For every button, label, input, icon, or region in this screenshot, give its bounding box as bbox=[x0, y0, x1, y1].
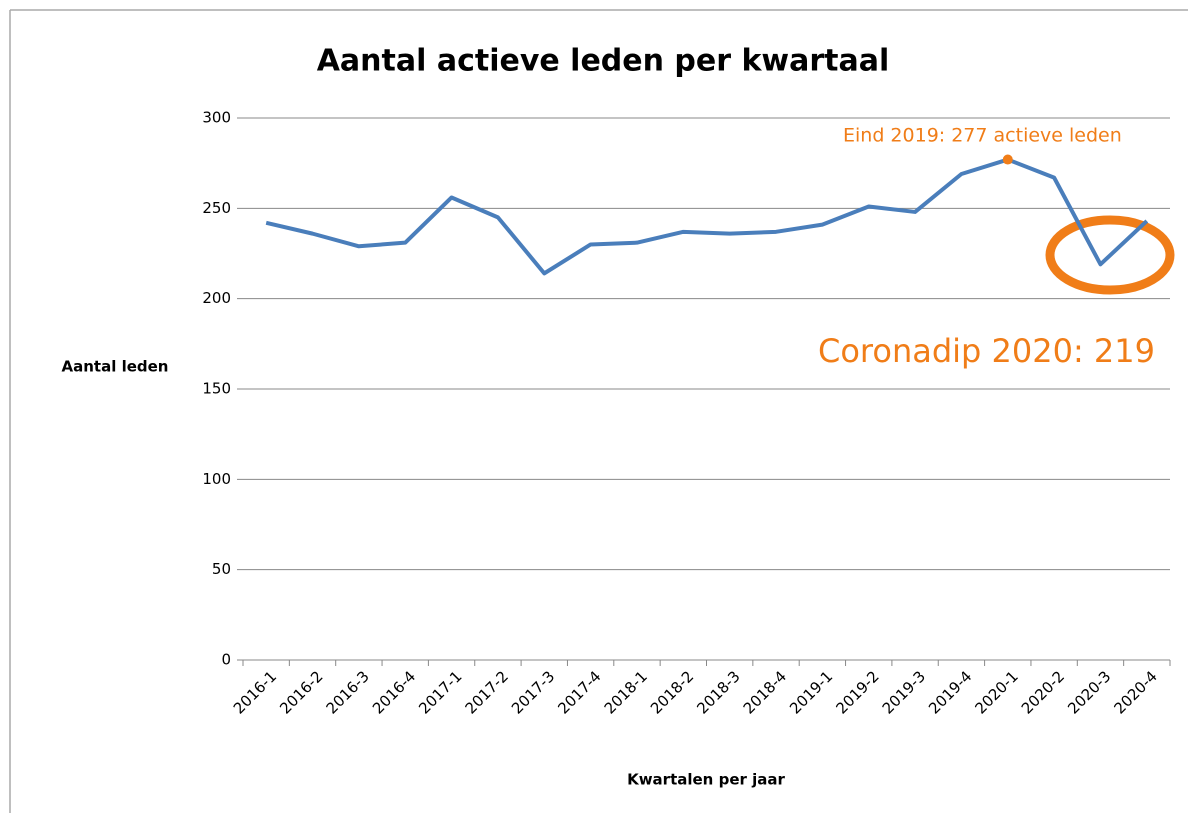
x-tick-label: 2016-3 bbox=[323, 667, 373, 717]
x-tick-label: 2019-3 bbox=[879, 667, 929, 717]
y-tick-label: 150 bbox=[202, 380, 231, 398]
annotation-label: Coronadip 2020: 219 bbox=[818, 332, 1155, 370]
x-axis-label: Kwartalen per jaar bbox=[627, 771, 785, 789]
x-tick-label: 2017-1 bbox=[415, 667, 465, 717]
y-tick-label: 300 bbox=[202, 109, 231, 127]
x-tick-label: 2020-4 bbox=[1111, 667, 1161, 717]
x-tick-label: 2017-3 bbox=[508, 667, 558, 717]
y-tick-label: 100 bbox=[202, 470, 231, 488]
x-tick-label: 2016-2 bbox=[276, 667, 326, 717]
y-axis-label: Aantal leden bbox=[62, 358, 169, 376]
x-tick-label: 2020-1 bbox=[971, 667, 1021, 717]
x-tick-label: 2017-2 bbox=[462, 667, 512, 717]
x-tick-label: 2018-3 bbox=[693, 667, 743, 717]
y-tick-label: 50 bbox=[212, 560, 231, 578]
x-tick-label: 2018-4 bbox=[740, 667, 790, 717]
x-tick-label: 2020-2 bbox=[1018, 667, 1068, 717]
x-tick-label: 2018-1 bbox=[601, 667, 651, 717]
x-tick-label: 2018-2 bbox=[647, 667, 697, 717]
x-tick-label: 2020-3 bbox=[1064, 667, 1114, 717]
x-tick-label: 2019-2 bbox=[832, 667, 882, 717]
annotation-label: Eind 2019: 277 actieve leden bbox=[843, 125, 1122, 147]
annotation-dot bbox=[1002, 154, 1013, 165]
x-tick-label: 2016-4 bbox=[369, 667, 419, 717]
line-series bbox=[265, 157, 1149, 276]
chart-title: Aantal actieve leden per kwartaal bbox=[317, 44, 890, 79]
y-tick-label: 250 bbox=[202, 199, 231, 217]
x-tick-label: 2016-1 bbox=[230, 667, 280, 717]
y-tick-label: 0 bbox=[221, 651, 231, 669]
x-tick-label: 2019-1 bbox=[786, 667, 836, 717]
x-tick-label: 2017-4 bbox=[554, 667, 604, 717]
x-tick-label: 2019-4 bbox=[925, 667, 975, 717]
highlight-circle bbox=[1045, 215, 1175, 295]
y-tick-label: 200 bbox=[202, 289, 231, 307]
